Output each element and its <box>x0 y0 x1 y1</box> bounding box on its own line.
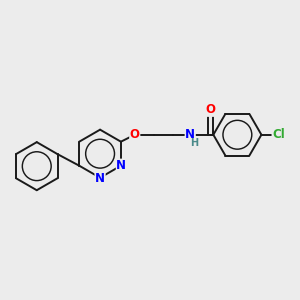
Text: N: N <box>116 159 126 172</box>
Text: H: H <box>190 138 199 148</box>
Text: O: O <box>130 128 140 141</box>
Text: N: N <box>95 172 105 185</box>
Text: N: N <box>185 128 195 141</box>
Text: Cl: Cl <box>272 128 285 141</box>
Text: O: O <box>206 103 216 116</box>
